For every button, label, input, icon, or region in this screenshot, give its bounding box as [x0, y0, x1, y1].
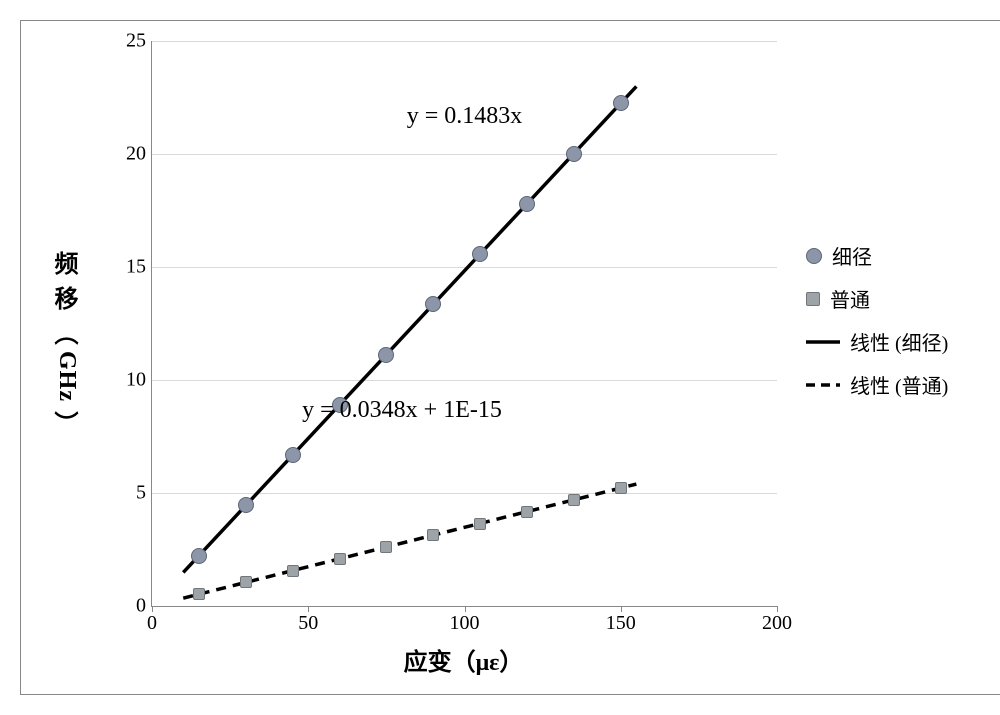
- legend-marker-icon: [806, 248, 822, 264]
- data-point-thin: [472, 246, 488, 262]
- data-point-thin: [285, 447, 301, 463]
- legend-line-icon: [806, 380, 840, 390]
- legend: 细径普通线性 (细径) 线性 (普通): [806, 241, 948, 413]
- y-tick-label: 15: [126, 256, 152, 279]
- y-tick-label: 5: [136, 482, 152, 505]
- x-tick-label: 0: [147, 606, 157, 635]
- legend-label: 细径: [832, 241, 872, 270]
- y-tick-label: 20: [126, 143, 152, 166]
- data-point-thin: [191, 548, 207, 564]
- y-tick-label: 10: [126, 369, 152, 392]
- legend-label: 线性 (普通): [850, 370, 948, 399]
- legend-item: 线性 (普通): [806, 370, 948, 399]
- data-point-thin: [425, 296, 441, 312]
- equation-annotation: y = 0.0348x + 1E-15: [302, 397, 502, 424]
- data-point-normal: [474, 518, 486, 530]
- data-point-thin: [378, 347, 394, 363]
- legend-label: 线性 (细径): [850, 327, 948, 356]
- legend-item: 细径: [806, 241, 948, 270]
- data-point-normal: [193, 588, 205, 600]
- data-point-normal: [287, 565, 299, 577]
- legend-line-icon: [806, 337, 840, 347]
- data-point-normal: [240, 576, 252, 588]
- x-axis-title: 应变（με）: [404, 642, 524, 677]
- data-point-normal: [568, 494, 580, 506]
- data-point-thin: [613, 95, 629, 111]
- x-tick-label: 100: [450, 606, 480, 635]
- data-point-normal: [427, 529, 439, 541]
- x-tick-label: 50: [298, 606, 318, 635]
- x-tick-label: 200: [762, 606, 792, 635]
- legend-label: 普通: [830, 284, 870, 313]
- data-point-normal: [521, 506, 533, 518]
- y-tick-label: 25: [126, 30, 152, 53]
- chart-container: 0510152025050100150200y = 0.1483xy = 0.0…: [20, 20, 1000, 695]
- equation-annotation: y = 0.1483x: [407, 103, 523, 130]
- legend-item: 线性 (细径): [806, 327, 948, 356]
- data-point-thin: [566, 146, 582, 162]
- data-point-thin: [519, 196, 535, 212]
- x-tick-label: 150: [606, 606, 636, 635]
- data-point-thin: [238, 497, 254, 513]
- legend-item: 普通: [806, 284, 948, 313]
- y-axis-title: 频移︵GHz︶: [41, 244, 92, 439]
- data-point-normal: [380, 541, 392, 553]
- plot-area: 0510152025050100150200y = 0.1483xy = 0.0…: [151, 41, 777, 607]
- data-point-normal: [615, 482, 627, 494]
- legend-marker-icon: [806, 292, 820, 306]
- data-point-normal: [334, 553, 346, 565]
